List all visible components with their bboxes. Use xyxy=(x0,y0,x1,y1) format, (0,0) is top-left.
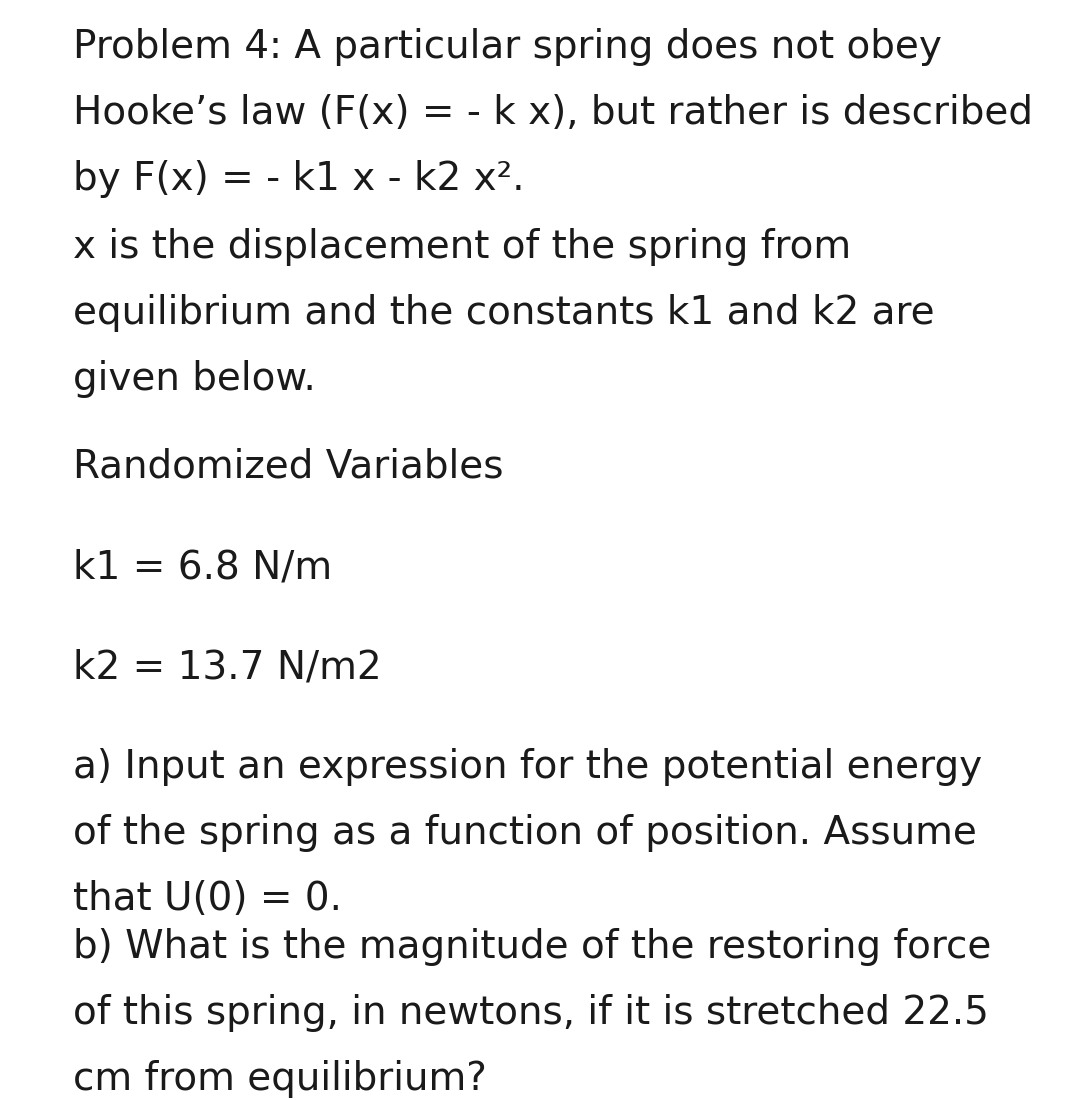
Text: Problem 4: A particular spring does not obey: Problem 4: A particular spring does not … xyxy=(73,28,942,66)
Text: cm from equilibrium?: cm from equilibrium? xyxy=(73,1060,487,1098)
Text: given below.: given below. xyxy=(73,360,315,398)
Text: b) What is the magnitude of the restoring force: b) What is the magnitude of the restorin… xyxy=(73,928,991,966)
Text: of this spring, in newtons, if it is stretched 22.5: of this spring, in newtons, if it is str… xyxy=(73,994,989,1032)
Text: k2 = 13.7 N/m2: k2 = 13.7 N/m2 xyxy=(73,648,381,686)
Text: of the spring as a function of position. Assume: of the spring as a function of position.… xyxy=(73,814,977,852)
Text: a) Input an expression for the potential energy: a) Input an expression for the potential… xyxy=(73,748,982,786)
Text: Hooke’s law (F(x) = - k x), but rather is described: Hooke’s law (F(x) = - k x), but rather i… xyxy=(73,94,1032,132)
Text: that U(0) = 0.: that U(0) = 0. xyxy=(73,880,342,918)
Text: by F(x) = - k1 x - k2 x².: by F(x) = - k1 x - k2 x². xyxy=(73,160,525,198)
Text: x is the displacement of the spring from: x is the displacement of the spring from xyxy=(73,228,851,266)
Text: equilibrium and the constants k1 and k2 are: equilibrium and the constants k1 and k2 … xyxy=(73,294,934,332)
Text: Randomized Variables: Randomized Variables xyxy=(73,448,503,486)
Text: k1 = 6.8 N/m: k1 = 6.8 N/m xyxy=(73,548,333,586)
